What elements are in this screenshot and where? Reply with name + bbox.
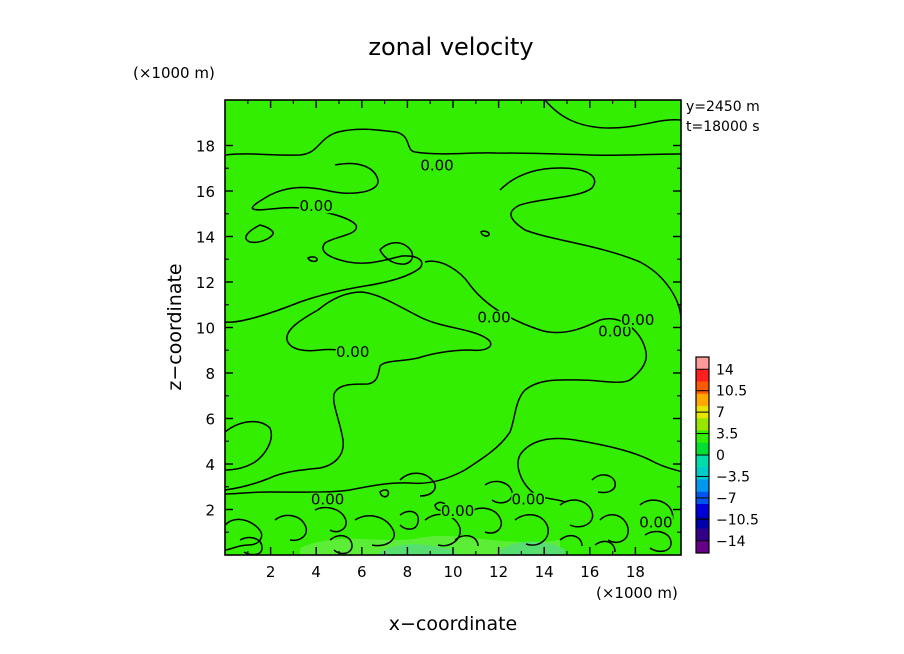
x-axis-label: x−coordinate: [389, 613, 518, 635]
near-surface-patches: [300, 535, 565, 555]
contour-label: 0.00: [621, 311, 654, 329]
contour-label: 0.00: [477, 309, 510, 327]
contour-label: 0.00: [420, 156, 453, 174]
y-tick-label: 16: [196, 183, 215, 201]
chart-title: zonal velocity: [368, 33, 533, 61]
contour-label-bg: [511, 492, 546, 507]
plot-area: 0.000.000.000.000.000.000.000.000.000.00: [224, 99, 682, 556]
colorbar-label: −7: [716, 491, 737, 507]
y-tick-label: 10: [196, 320, 215, 338]
colorbar-swatch: [696, 393, 709, 407]
x-axis: 2 4 6 8 10 12 14 16 18: [247, 100, 645, 581]
x-unit-label: (×1000 m): [596, 584, 678, 602]
contour-label-bg: [638, 515, 673, 530]
colorbar-label: 10.5: [716, 384, 747, 400]
y-tick-label: 14: [196, 229, 215, 247]
contour-label-bg: [440, 504, 475, 519]
contour-label: 0.00: [311, 491, 344, 509]
colorbar-swatch: [696, 516, 709, 529]
y-tick-label: 8: [205, 365, 215, 383]
colorbar-swatch: [696, 357, 709, 370]
colorbar-label: 14: [716, 362, 734, 378]
contour-label: 0.00: [512, 491, 545, 509]
y-tick-label: 18: [196, 138, 215, 156]
colorbar-label: 3.5: [716, 427, 738, 443]
contour-labels: 0.000.000.000.000.000.000.000.000.000.00: [299, 156, 673, 531]
colorbar-swatch: [696, 442, 709, 456]
info-y-position: y=2450 m: [686, 99, 760, 115]
colorbar-swatch: [696, 381, 709, 395]
contour-label-bg: [620, 312, 655, 327]
y-axis: 2 4 6 8 10 12 14 16 18: [196, 138, 681, 533]
contour-label-bg: [335, 344, 370, 359]
colorbar-swatch: [696, 540, 709, 554]
info-time: t=18000 s: [686, 119, 760, 135]
contour-label-bg: [310, 492, 345, 507]
y-tick-label: 6: [205, 411, 215, 429]
x-tick-label: 14: [535, 563, 554, 581]
colorbar-swatch: [696, 418, 709, 431]
x-tick-label: 2: [266, 563, 276, 581]
x-tick-label: 8: [403, 563, 413, 581]
x-tick-label: 4: [311, 563, 321, 581]
colorbar-swatch: [696, 479, 709, 493]
x-tick-label: 6: [357, 563, 367, 581]
colorbar-swatch: [696, 504, 709, 517]
colorbar-swatch: [696, 528, 709, 542]
y-tick-label: 12: [196, 274, 215, 292]
y-unit-label: (×1000 m): [133, 64, 215, 82]
x-tick-label: 16: [580, 563, 599, 581]
contour-label-bg: [420, 158, 455, 173]
contour-label: 0.00: [299, 197, 332, 215]
colorbar-swatch: [696, 430, 709, 444]
colorbar-label: −14: [716, 534, 746, 550]
y-axis-label: z−coordinate: [164, 263, 186, 390]
colorbar: 14 10.5 7 3.5 0 −3.5 −7 −10.5 −14: [695, 356, 759, 554]
contour-label: 0.00: [441, 502, 474, 520]
x-tick-label: 12: [489, 563, 508, 581]
x-tick-label: 18: [626, 563, 645, 581]
x-tick-label: 10: [443, 563, 462, 581]
contour-label-bg: [597, 324, 632, 339]
contour-label: 0.00: [336, 343, 369, 361]
colorbar-label: −3.5: [716, 469, 750, 485]
colorbar-label: 7: [716, 405, 725, 421]
colorbar-swatch: [696, 467, 709, 480]
colorbar-swatch: [696, 369, 709, 382]
colorbar-swatch: [696, 455, 709, 468]
y-tick-label: 2: [205, 502, 215, 520]
y-tick-label: 4: [205, 456, 215, 474]
contour-label-bg: [477, 310, 512, 325]
contour-label: 0.00: [639, 513, 672, 531]
colorbar-label: 0: [716, 448, 725, 464]
contour-label-bg: [299, 199, 334, 214]
colorbar-label: −10.5: [716, 512, 759, 528]
